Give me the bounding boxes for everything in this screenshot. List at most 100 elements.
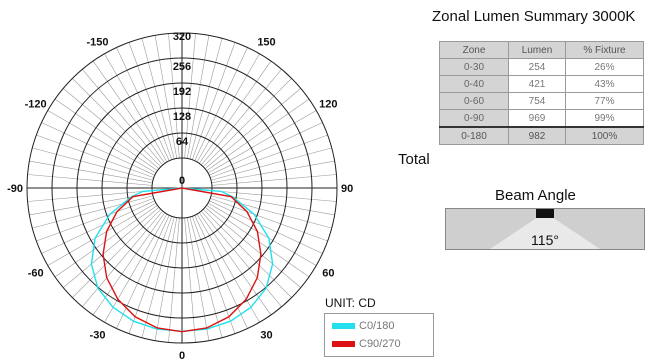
radial-tick-label: 192: [173, 86, 191, 98]
zonal-summary-title: Zonal Lumen Summary 3000K: [432, 8, 636, 25]
legend-label: C90/270: [359, 338, 401, 350]
zone-cell: 0-30: [439, 58, 509, 76]
lumen-cell: 754: [508, 92, 566, 110]
grid-spoke: [29, 160, 153, 184]
polar-curves: [90, 187, 274, 333]
grid-spoke: [27, 190, 153, 202]
grid-spoke: [104, 213, 168, 323]
grid-spoke: [72, 78, 161, 167]
radial-tick-label: 64: [176, 136, 189, 148]
unit-label: UNIT: CD: [325, 296, 376, 310]
grid-spoke: [196, 213, 260, 323]
zone-cell: 0-60: [439, 92, 509, 110]
beam-angle-title: Beam Angle: [495, 187, 576, 204]
polar-labels: 64 128 192 256 320 0 0 30 -30 60 -60 90 -90 120 -120 15…: [7, 31, 353, 360]
fixture-cell: 99%: [564, 109, 645, 128]
grid-spoke: [186, 217, 210, 341]
grid-spoke: [116, 215, 170, 329]
fixture-cell: 43%: [564, 75, 645, 93]
legend-swatch-red: [332, 341, 355, 348]
grid-spoke: [154, 35, 178, 159]
grid-spoke: [189, 216, 223, 338]
grid-ring: [51, 57, 313, 319]
grid-spoke: [210, 197, 328, 242]
grid-spoke: [128, 216, 173, 334]
table-row: 0-60 754 77%: [439, 92, 645, 110]
zone-cell: 0-40: [439, 75, 509, 93]
grid-spoke: [168, 33, 180, 159]
total-lumen-cell: 982: [508, 126, 566, 145]
grid-spoke: [82, 69, 163, 166]
grid-spoke: [186, 35, 210, 159]
grid-spoke: [191, 42, 236, 160]
grid-spoke: [207, 202, 317, 266]
grid-spoke: [211, 174, 337, 186]
beam-cone-icon: [490, 209, 600, 249]
zone-header: Zone: [439, 41, 509, 59]
zone-cell: 0-90: [439, 109, 509, 128]
grid-spoke: [72, 209, 161, 298]
lumen-cell: 254: [508, 58, 566, 76]
grid-spoke: [36, 197, 154, 242]
legend-swatch-cyan: [332, 323, 355, 330]
grid-spoke: [128, 42, 173, 160]
grid-spoke: [196, 53, 260, 163]
fixture-header: % Fixture: [564, 41, 645, 59]
grid-spoke: [211, 190, 337, 202]
grid-spoke: [82, 210, 163, 307]
lumen-cell: 969: [508, 109, 566, 128]
grid-spoke: [204, 207, 301, 288]
chart-legend: C0/180 C90/270: [324, 313, 434, 357]
grid-spoke: [203, 78, 292, 167]
grid-spoke: [209, 200, 323, 254]
grid-spoke: [92, 212, 166, 316]
angle-tick-label: -60: [28, 268, 44, 280]
fixture-cell: 26%: [564, 58, 645, 76]
grid-spoke: [32, 195, 154, 229]
grid-spoke: [168, 217, 180, 343]
table-header-row: Zone Lumen % Fixture: [439, 41, 645, 59]
angle-tick-label: 150: [257, 37, 275, 49]
grid-spoke: [184, 217, 196, 343]
grid-spoke: [32, 147, 154, 181]
total-row: 0-180 982 100%: [439, 126, 645, 145]
beam-angle-graphic: 115°: [445, 208, 645, 250]
grid-spoke: [210, 195, 332, 229]
grid-spoke: [184, 33, 196, 159]
grid-spoke: [201, 210, 282, 307]
grid-spoke: [54, 98, 158, 172]
center-label: 0: [179, 175, 185, 187]
radial-tick-label: 256: [173, 61, 191, 73]
grid-spoke: [191, 216, 236, 334]
angle-tick-label: 0: [179, 350, 185, 360]
beam-angle-value: 115°: [531, 232, 559, 248]
grid-spoke: [201, 69, 282, 166]
angle-tick-label: -120: [25, 99, 47, 111]
table-row: 0-30 254 26%: [439, 58, 645, 76]
total-zone-cell: 0-180: [439, 126, 509, 145]
fixture-cell: 77%: [564, 92, 645, 110]
grid-ring: [76, 82, 288, 294]
grid-spoke: [198, 60, 272, 164]
legend-entry-c90: C90/270: [332, 337, 401, 351]
grid-spoke: [194, 47, 248, 161]
angle-tick-label: -30: [90, 329, 106, 341]
grid-spoke: [116, 47, 170, 161]
angle-tick-label: -150: [86, 37, 108, 49]
grid-spoke: [206, 204, 310, 278]
grid-spoke: [203, 209, 292, 298]
angle-tick-label: -90: [7, 183, 23, 195]
grid-spoke: [189, 38, 223, 160]
grid-spoke: [210, 134, 328, 179]
grid-spoke: [210, 147, 332, 181]
grid-spoke: [211, 160, 335, 184]
radial-tick-label: 128: [173, 111, 191, 123]
table-row: 0-90 969 99%: [439, 109, 645, 128]
grid-spoke: [194, 215, 248, 329]
grid-spoke: [54, 204, 158, 278]
grid-spoke: [104, 53, 168, 163]
zonal-lumen-table: Zone Lumen % Fixture 0-30 254 26% 0-40 4…: [439, 41, 645, 145]
legend-entry-c0: C0/180: [332, 319, 394, 333]
grid-spoke: [198, 212, 272, 316]
